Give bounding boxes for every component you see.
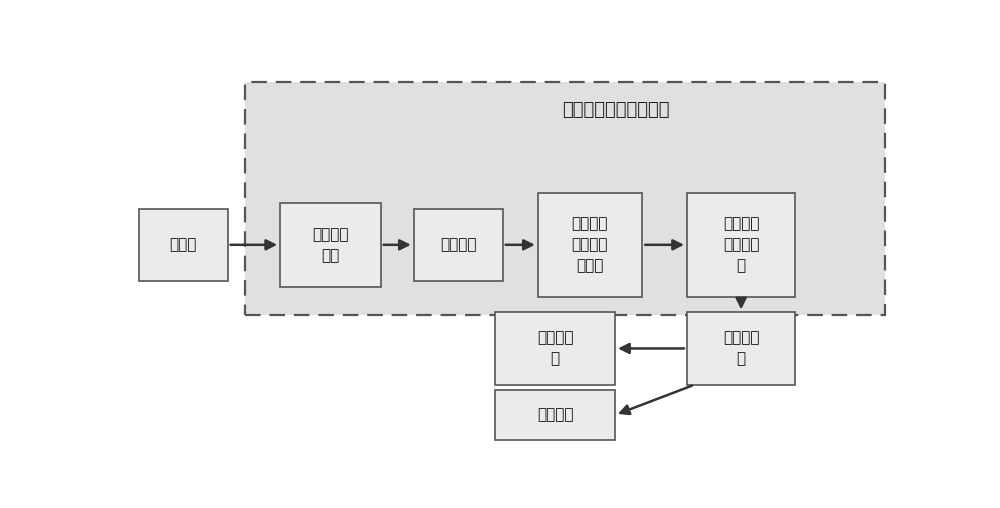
Bar <box>280 203 381 287</box>
Text: 温度变化
与能耗预
测模块: 温度变化 与能耗预 测模块 <box>572 216 608 273</box>
Bar <box>245 82 885 315</box>
Bar <box>538 193 642 297</box>
Text: 处理模块: 处理模块 <box>440 237 477 252</box>
Bar <box>687 193 795 297</box>
Text: 控制与优
化调度模
块: 控制与优 化调度模 块 <box>723 216 759 273</box>
Text: 货舱风机: 货舱风机 <box>537 407 573 423</box>
Bar <box>495 312 615 385</box>
Text: 冷藏集装
箱: 冷藏集装 箱 <box>537 331 573 366</box>
Text: 数据收发
模块: 数据收发 模块 <box>312 227 349 263</box>
Text: 执行控制
器: 执行控制 器 <box>723 331 759 366</box>
Bar <box>139 209 228 281</box>
Text: 传感器: 传感器 <box>169 237 197 252</box>
Bar <box>687 312 795 385</box>
Text: 制冷功率平衡控制系统: 制冷功率平衡控制系统 <box>562 101 670 119</box>
Bar <box>414 209 503 281</box>
Bar <box>495 390 615 440</box>
